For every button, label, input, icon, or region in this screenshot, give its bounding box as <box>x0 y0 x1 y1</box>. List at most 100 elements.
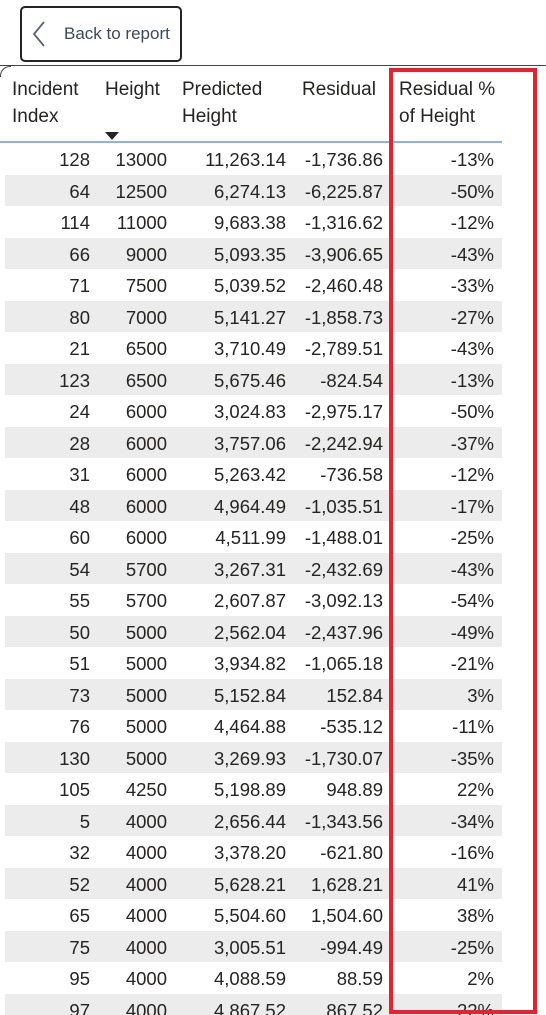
predicted-height-cell: 4,088.59 <box>214 962 286 993</box>
height-cell: 6500 <box>126 364 167 395</box>
incident-index-cell: 71 <box>69 269 90 300</box>
incident-index-cell: 105 <box>59 773 90 804</box>
predicted-height-cell: 3,267.31 <box>214 553 286 584</box>
predicted-height-cell: 4,464.88 <box>214 710 286 741</box>
incident-index-cell: 5 <box>80 805 90 836</box>
incident-index-cell: 66 <box>69 238 90 269</box>
predicted-height-cell: 3,710.49 <box>214 332 286 363</box>
height-cell: 9000 <box>126 238 167 269</box>
incident-index-cell: 80 <box>69 301 90 332</box>
residual-cell: -1,488.01 <box>305 521 383 552</box>
residual-cell: -1,035.51 <box>305 490 383 521</box>
incident-index-cell: 24 <box>69 395 90 426</box>
header-height[interactable]: Height <box>105 76 160 103</box>
predicted-height-cell: 4,964.49 <box>214 490 286 521</box>
chevron-left-icon <box>22 8 56 60</box>
residual-cell: -1,730.07 <box>305 742 383 773</box>
height-cell: 5000 <box>126 742 167 773</box>
incident-index-cell: 50 <box>69 616 90 647</box>
residual-cell: -6,225.87 <box>305 175 383 206</box>
height-cell: 4000 <box>126 868 167 899</box>
incident-index-cell: 123 <box>59 364 90 395</box>
incident-index-cell: 75 <box>69 931 90 962</box>
back-to-report-button[interactable]: Back to report <box>20 6 182 62</box>
residual-cell: -736.58 <box>320 458 383 489</box>
height-cell: 6000 <box>126 395 167 426</box>
residual-cell: -1,316.62 <box>305 206 383 237</box>
residual-cell: -2,789.51 <box>305 332 383 363</box>
predicted-height-cell: 5,152.84 <box>214 679 286 710</box>
incident-index-cell: 28 <box>69 427 90 458</box>
residual-cell: 88.59 <box>337 962 383 993</box>
incident-index-cell: 114 <box>61 206 91 237</box>
incident-index-cell: 31 <box>69 458 90 489</box>
residual-cell: -1,858.73 <box>305 301 383 332</box>
predicted-height-cell: 5,263.42 <box>214 458 286 489</box>
residual-cell: 1,504.60 <box>311 899 383 930</box>
predicted-height-cell: 9,683.38 <box>214 206 286 237</box>
height-cell: 4250 <box>126 773 167 804</box>
residual-cell: -1,343.56 <box>305 805 383 836</box>
predicted-height-cell: 11,263.14 <box>205 143 286 174</box>
height-cell: 4000 <box>126 805 167 836</box>
incident-index-cell: 65 <box>69 899 90 930</box>
residual-cell: -3,092.13 <box>305 584 383 615</box>
residual-cell: -1,065.18 <box>305 647 383 678</box>
height-cell: 5000 <box>126 647 167 678</box>
height-cell: 6000 <box>126 490 167 521</box>
predicted-height-cell: 3,269.93 <box>214 742 286 773</box>
incident-index-cell: 76 <box>69 710 90 741</box>
residual-cell: -621.80 <box>320 836 383 867</box>
predicted-height-cell: 5,039.52 <box>214 269 286 300</box>
incident-index-cell: 60 <box>69 521 90 552</box>
residual-cell: 152.84 <box>326 679 383 710</box>
height-cell: 5000 <box>126 710 167 741</box>
height-cell: 4000 <box>126 962 167 993</box>
predicted-height-cell: 5,628.21 <box>214 868 286 899</box>
height-cell: 4000 <box>126 994 167 1015</box>
incident-index-cell: 32 <box>69 836 90 867</box>
residual-cell: -2,460.48 <box>305 269 383 300</box>
predicted-height-cell: 3,378.20 <box>214 836 286 867</box>
incident-index-cell: 55 <box>69 584 90 615</box>
height-cell: 5000 <box>126 679 167 710</box>
residual-percent-highlight-box <box>389 68 537 1014</box>
predicted-height-cell: 5,675.46 <box>214 364 286 395</box>
residual-cell: -994.49 <box>320 931 383 962</box>
residual-cell: -535.12 <box>320 710 383 741</box>
residual-cell: -2,437.96 <box>305 616 383 647</box>
incident-index-cell: 73 <box>69 679 90 710</box>
height-cell: 5700 <box>126 584 167 615</box>
back-button-label: Back to report <box>64 24 170 44</box>
height-cell: 4000 <box>126 931 167 962</box>
residual-cell: 1,628.21 <box>311 868 383 899</box>
residual-cell: -824.54 <box>320 364 383 395</box>
height-cell: 6500 <box>126 332 167 363</box>
height-cell: 7000 <box>126 301 167 332</box>
incident-index-cell: 52 <box>69 868 90 899</box>
residual-cell: -3,906.65 <box>305 238 383 269</box>
residual-cell: -2,432.69 <box>305 553 383 584</box>
predicted-height-cell: 3,024.83 <box>214 395 286 426</box>
incident-index-cell: 64 <box>69 175 90 206</box>
residual-cell: -2,975.17 <box>305 395 383 426</box>
predicted-height-cell: 5,504.60 <box>214 899 286 930</box>
height-cell: 6000 <box>126 427 167 458</box>
height-cell: 6000 <box>126 458 167 489</box>
height-cell: 12500 <box>116 175 167 206</box>
incident-index-cell: 51 <box>69 647 90 678</box>
incident-index-cell: 128 <box>59 143 90 174</box>
height-cell: 13000 <box>116 143 167 174</box>
height-cell: 11000 <box>117 206 167 237</box>
incident-index-cell: 97 <box>69 994 90 1015</box>
incident-index-cell: 95 <box>69 962 90 993</box>
header-residual[interactable]: Residual <box>302 76 376 103</box>
predicted-height-cell: 2,607.87 <box>214 584 286 615</box>
incident-index-cell: 130 <box>59 742 90 773</box>
height-cell: 4000 <box>126 899 167 930</box>
height-cell: 5700 <box>126 553 167 584</box>
predicted-height-cell: 4,511.99 <box>215 521 286 552</box>
predicted-height-cell: 5,141.27 <box>214 301 286 332</box>
